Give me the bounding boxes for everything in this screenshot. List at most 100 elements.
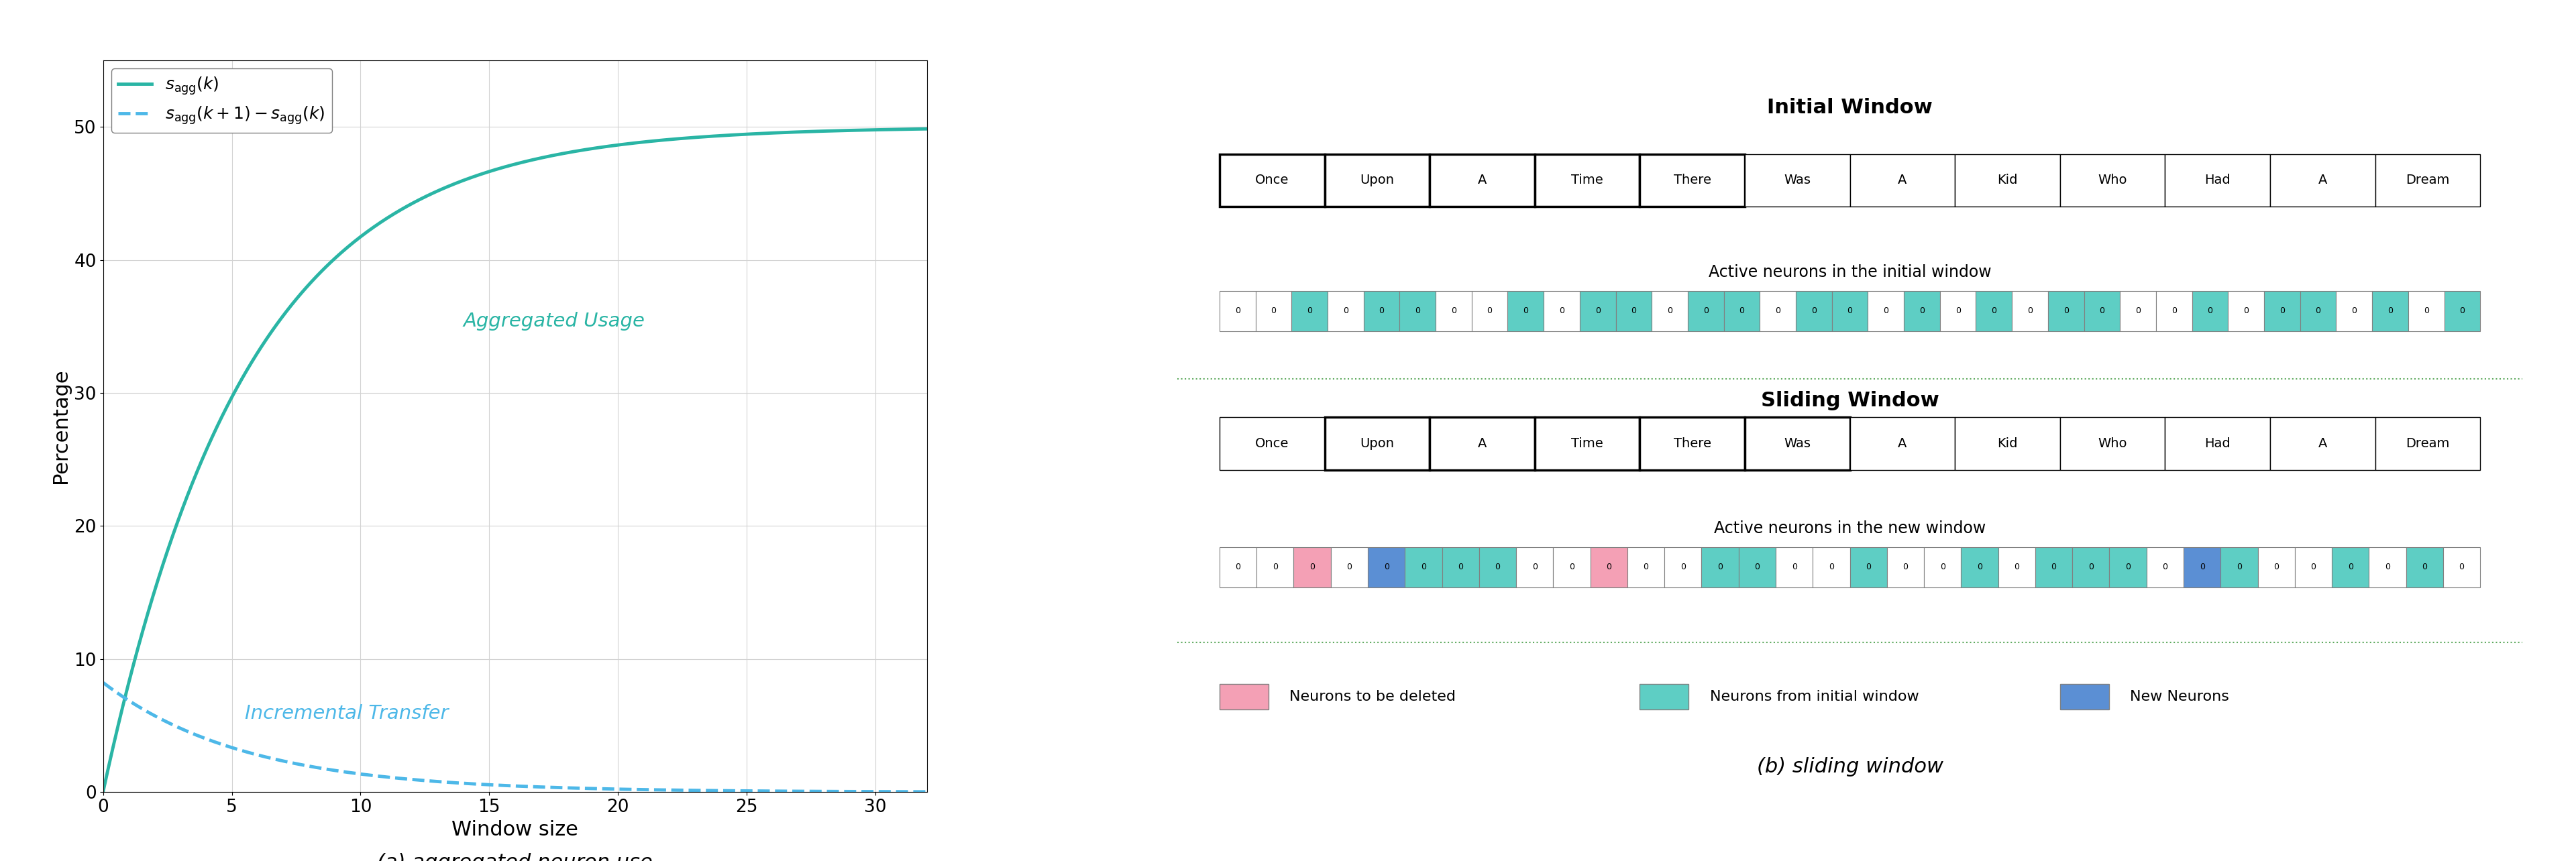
FancyBboxPatch shape — [1759, 291, 1795, 331]
Legend: $s_{\mathrm{agg}}(k)$, $s_{\mathrm{agg}}(k+1) - s_{\mathrm{agg}}(k)$: $s_{\mathrm{agg}}(k)$, $s_{\mathrm{agg}}… — [111, 69, 332, 133]
Text: 0: 0 — [2275, 563, 2280, 572]
FancyBboxPatch shape — [2192, 291, 2228, 331]
Text: 0: 0 — [1667, 307, 1672, 315]
$s_{\mathrm{agg}}(k+1) - s_{\mathrm{agg}}(k)$ — [891, 787, 922, 797]
FancyBboxPatch shape — [2264, 291, 2300, 331]
FancyBboxPatch shape — [2370, 547, 2406, 587]
Text: 0: 0 — [1829, 563, 1834, 572]
FancyBboxPatch shape — [1940, 291, 1976, 331]
FancyBboxPatch shape — [1332, 547, 1368, 587]
Text: 0: 0 — [2421, 563, 2427, 572]
Text: A: A — [1899, 174, 1906, 187]
Text: 0: 0 — [2089, 563, 2094, 572]
Text: 0: 0 — [1383, 563, 1388, 572]
Text: 0: 0 — [1569, 563, 1574, 572]
FancyBboxPatch shape — [1579, 291, 1615, 331]
FancyBboxPatch shape — [1687, 291, 1723, 331]
FancyBboxPatch shape — [1868, 291, 1904, 331]
FancyBboxPatch shape — [1435, 291, 1471, 331]
$s_{\mathrm{agg}}(k+1) - s_{\mathrm{agg}}(k)$ — [88, 678, 118, 688]
Text: 0: 0 — [2460, 307, 2465, 315]
FancyBboxPatch shape — [1553, 547, 1589, 587]
FancyBboxPatch shape — [2375, 418, 2481, 470]
Text: 0: 0 — [1450, 307, 1455, 315]
FancyBboxPatch shape — [2164, 418, 2269, 470]
Text: A: A — [1479, 174, 1486, 187]
$s_{\mathrm{agg}}(k+1) - s_{\mathrm{agg}}(k)$ — [762, 786, 793, 796]
Text: Was: Was — [1785, 437, 1811, 450]
FancyBboxPatch shape — [2061, 684, 2110, 709]
$s_{\mathrm{agg}}(k)$ — [762, 127, 793, 138]
Text: 0: 0 — [2388, 307, 2393, 315]
Text: 0: 0 — [2050, 563, 2056, 572]
Text: 0: 0 — [1486, 307, 1492, 315]
FancyBboxPatch shape — [2184, 547, 2221, 587]
FancyBboxPatch shape — [1257, 547, 1293, 587]
Text: 0: 0 — [1865, 563, 1870, 572]
Text: 0: 0 — [1643, 563, 1649, 572]
$s_{\mathrm{agg}}(k)$ — [577, 143, 608, 153]
FancyBboxPatch shape — [1507, 291, 1543, 331]
Text: There: There — [1674, 437, 1710, 450]
Text: Neurons from initial window: Neurons from initial window — [1710, 691, 1919, 703]
FancyBboxPatch shape — [2084, 291, 2120, 331]
FancyBboxPatch shape — [1327, 291, 1363, 331]
Text: A: A — [2318, 174, 2326, 187]
FancyBboxPatch shape — [2409, 291, 2445, 331]
FancyBboxPatch shape — [1976, 291, 2012, 331]
FancyBboxPatch shape — [1664, 547, 1703, 587]
Text: Initial Window: Initial Window — [1767, 98, 1932, 118]
Text: 0: 0 — [1458, 563, 1463, 572]
Text: Sliding Window: Sliding Window — [1762, 391, 1940, 411]
FancyBboxPatch shape — [1324, 154, 1430, 207]
FancyBboxPatch shape — [2331, 547, 2370, 587]
$s_{\mathrm{agg}}(k)$ — [533, 151, 564, 161]
FancyBboxPatch shape — [1430, 154, 1535, 207]
Text: Aggregated Usage: Aggregated Usage — [464, 312, 644, 331]
$s_{\mathrm{agg}}(k)$ — [912, 124, 943, 134]
$s_{\mathrm{agg}}(k+1) - s_{\mathrm{agg}}(k)$ — [479, 780, 510, 790]
FancyBboxPatch shape — [2372, 291, 2409, 331]
Text: 0: 0 — [2172, 307, 2177, 315]
FancyBboxPatch shape — [1443, 547, 1479, 587]
FancyBboxPatch shape — [2035, 547, 2071, 587]
Line: $s_{\mathrm{agg}}(k)$: $s_{\mathrm{agg}}(k)$ — [103, 129, 927, 791]
FancyBboxPatch shape — [1641, 418, 1744, 470]
Text: Dream: Dream — [2406, 437, 2450, 450]
Text: 0: 0 — [1904, 563, 1909, 572]
FancyBboxPatch shape — [2061, 418, 2164, 470]
$s_{\mathrm{agg}}(k)$ — [88, 786, 118, 796]
FancyBboxPatch shape — [2048, 291, 2084, 331]
Text: Upon: Upon — [1360, 437, 1394, 450]
Text: 0: 0 — [1718, 563, 1723, 572]
Text: 0: 0 — [2161, 563, 2169, 572]
$s_{\mathrm{agg}}(k+1) - s_{\mathrm{agg}}(k)$ — [912, 787, 943, 797]
$s_{\mathrm{agg}}(k)$ — [484, 164, 515, 174]
Text: Neurons to be deleted: Neurons to be deleted — [1291, 691, 1455, 703]
Text: 0: 0 — [1811, 307, 1816, 315]
FancyBboxPatch shape — [1535, 418, 1641, 470]
Text: Who: Who — [2097, 437, 2128, 450]
FancyBboxPatch shape — [1218, 418, 1324, 470]
Text: 0: 0 — [1236, 563, 1242, 572]
FancyBboxPatch shape — [1218, 291, 1255, 331]
FancyBboxPatch shape — [1723, 291, 1759, 331]
FancyBboxPatch shape — [1291, 291, 1327, 331]
FancyBboxPatch shape — [1850, 547, 1888, 587]
Text: 0: 0 — [1680, 563, 1685, 572]
Text: A: A — [1479, 437, 1486, 450]
FancyBboxPatch shape — [1744, 418, 1850, 470]
Line: $s_{\mathrm{agg}}(k+1) - s_{\mathrm{agg}}(k)$: $s_{\mathrm{agg}}(k+1) - s_{\mathrm{agg}… — [103, 683, 927, 792]
Text: Once: Once — [1255, 174, 1288, 187]
Text: 0: 0 — [1991, 307, 1996, 315]
FancyBboxPatch shape — [1218, 547, 1257, 587]
Text: 0: 0 — [1533, 563, 1538, 572]
Text: 0: 0 — [2316, 307, 2321, 315]
FancyBboxPatch shape — [2120, 291, 2156, 331]
Text: Dream: Dream — [2406, 174, 2450, 187]
FancyBboxPatch shape — [2221, 547, 2257, 587]
Text: 0: 0 — [1631, 307, 1636, 315]
Text: Who: Who — [2097, 174, 2128, 187]
Title: (a) aggregated neuron use: (a) aggregated neuron use — [376, 853, 652, 861]
FancyBboxPatch shape — [1471, 291, 1507, 331]
